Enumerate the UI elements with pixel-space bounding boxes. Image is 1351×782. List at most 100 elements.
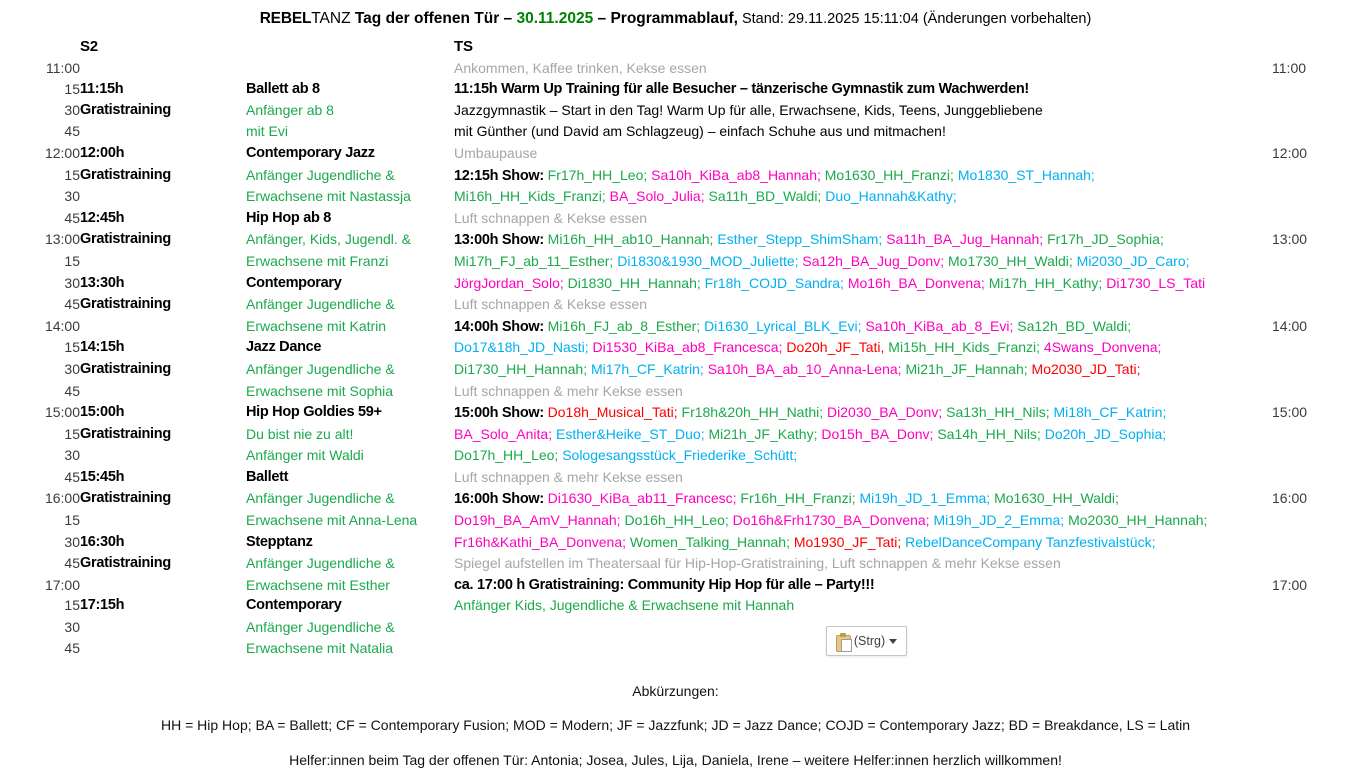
header-time-right bbox=[1272, 37, 1331, 58]
s2-kind bbox=[80, 316, 246, 338]
show-entry: Do17&18h_JD_Nasti; bbox=[454, 339, 589, 356]
time-label-left: 16:00 bbox=[44, 490, 80, 507]
s2-kind bbox=[80, 381, 246, 403]
page-title: REBELTANZ Tag der offenen Tür – 30.11.20… bbox=[0, 0, 1351, 28]
time-label-right bbox=[1272, 445, 1331, 467]
paste-options-button[interactable]: (Strg) bbox=[826, 626, 907, 656]
table-row: 30 Erwachsene mit Nastassja Mi16h_HH_Kid… bbox=[20, 186, 1331, 208]
footer-helpers: Helfer:innen beim Tag der offenen Tür: A… bbox=[289, 752, 1062, 768]
ts-cell: Luft schnappen & mehr Kekse essen bbox=[454, 381, 1272, 403]
show-entry: Do15h_BA_Donv; bbox=[817, 425, 934, 442]
show-entry: Mo16h_BA_Donvena; bbox=[843, 274, 985, 291]
title-stand: Stand: 29.11.2025 15:11:04 (Änderungen v… bbox=[737, 11, 1092, 27]
time-label-left: 45 bbox=[64, 468, 80, 485]
s2-course-sub2: Erwachsene mit Nastassja bbox=[246, 188, 411, 205]
ts-final-headline: ca. 17:00 h Gratistraining: Community Hi… bbox=[454, 576, 875, 593]
time-label-right bbox=[1272, 617, 1331, 638]
s2-course-title: Hip Hop ab 8 bbox=[246, 209, 332, 226]
time-label-left: 15 bbox=[64, 166, 80, 183]
show-entry: Do20h_JF_Tati, bbox=[782, 339, 885, 356]
show-line: Mi17h_FJ_ab_11_Esther; Di1830&1930_MOD_J… bbox=[454, 253, 1189, 269]
ts-show-cell: 12:15h Show: Fr17h_HH_Leo; Sa10h_KiBa_ab… bbox=[454, 165, 1272, 187]
show-entry: Mo1730_HH_Waldi; bbox=[944, 252, 1073, 269]
time-label-right: 16:00 bbox=[1272, 490, 1308, 507]
time-label-left: 15 bbox=[64, 597, 80, 614]
ts-cell: Luft schnappen & Kekse essen bbox=[454, 294, 1272, 316]
time-label-left: 15:00 bbox=[44, 404, 80, 421]
ts-show-cell: Do17h_HH_Leo; Sologesangsstück_Friederik… bbox=[454, 445, 1272, 467]
title-main2: – Programmablauf, bbox=[593, 10, 738, 27]
show-entry: Mi16h_FJ_ab_8_Esther; bbox=[547, 317, 701, 334]
ts-show-cell: BA_Solo_Anita; Esther&Heike_ST_Duo; Mi21… bbox=[454, 424, 1272, 446]
time-label-right bbox=[1272, 638, 1331, 659]
show-entry: Do16h_HH_Leo; bbox=[620, 512, 729, 529]
show-entry: 4Swans_Donvena; bbox=[1040, 339, 1162, 356]
time-label-right bbox=[1272, 510, 1331, 532]
ts-cell: mit Günther (und David am Schlagzeug) – … bbox=[454, 121, 1272, 143]
ts-show-cell: Do17&18h_JD_Nasti; Di1530_KiBa_ab8_Franc… bbox=[454, 337, 1272, 359]
s2-kind: Gratistraining bbox=[80, 555, 171, 572]
s2-course-sub1: Anfänger Jugendliche & bbox=[246, 360, 395, 377]
s2-time: 15:45h bbox=[80, 468, 125, 485]
table-row: 15 Gratistraining Du bist nie zu alt! BA… bbox=[20, 424, 1331, 446]
ts-warmup-line3: mit Günther (und David am Schlagzeug) – … bbox=[454, 123, 946, 140]
time-label-right bbox=[1272, 100, 1331, 122]
show-entry: Mi19h_JD_2_Emma; bbox=[929, 512, 1065, 529]
header-time-left bbox=[20, 37, 80, 58]
show-entry: Sa10h_KiBa_ab_8_Evi; bbox=[861, 317, 1014, 334]
time-label-left: 45 bbox=[64, 555, 80, 572]
show-entry: Mi17h_HH_Kathy; bbox=[984, 274, 1103, 291]
table-row: 12:00 12:00h Contemporary Jazz Umbaupaus… bbox=[20, 143, 1331, 165]
ts-show-cell: JörgJordan_Solo; Di1830_HH_Hannah; Fr18h… bbox=[454, 273, 1272, 295]
header-col-ts: TS bbox=[454, 38, 473, 55]
s2-kind bbox=[80, 445, 246, 467]
chevron-down-icon[interactable] bbox=[889, 638, 898, 644]
show-label: 13:00h Show: bbox=[454, 232, 544, 249]
s2-time: 13:30h bbox=[80, 274, 125, 291]
table-row: 30 Gratistraining Anfänger ab 8 Jazzgymn… bbox=[20, 100, 1331, 122]
show-entry: Mo2030_JD_Tati; bbox=[1027, 360, 1141, 377]
s2-course-sub1: Anfänger, Kids, Jugendl. & bbox=[246, 231, 411, 248]
ts-warmup-headline: 11:15h Warm Up Training für alle Besuche… bbox=[454, 81, 1029, 98]
ts-show-cell: 16:00h Show: Di1630_KiBa_ab11_Francesc; … bbox=[454, 488, 1272, 510]
table-row: 15:00 15:00h Hip Hop Goldies 59+ 15:00h … bbox=[20, 402, 1331, 424]
show-line: Fr17h_HH_Leo; Sa10h_KiBa_ab8_Hannah; Mo1… bbox=[548, 167, 1095, 183]
time-label-left: 15 bbox=[64, 339, 80, 356]
show-line: Do17&18h_JD_Nasti; Di1530_KiBa_ab8_Franc… bbox=[454, 339, 1161, 355]
table-row: 45 15:45h Ballett Luft schnappen & mehr … bbox=[20, 467, 1331, 489]
show-entry: Mo1630_HH_Franzi; bbox=[820, 166, 954, 183]
show-entry: Fr18h&20h_HH_Nathi; bbox=[677, 404, 824, 421]
ts-break-text: Luft schnappen & mehr Kekse essen bbox=[454, 382, 683, 399]
s2-kind bbox=[80, 638, 246, 659]
s2-time: 15:00h bbox=[80, 404, 125, 421]
show-entry: Fr16h_HH_Franzi; bbox=[736, 490, 856, 507]
show-entry: Sa10h_BA_ab_10_Anna-Lena; bbox=[703, 360, 902, 377]
s2-course-sub2: Anfänger mit Waldi bbox=[246, 447, 364, 464]
ts-show-cell: 14:00h Show: Mi16h_FJ_ab_8_Esther; Di163… bbox=[454, 316, 1272, 338]
s2-course-title: Ballett bbox=[246, 468, 289, 485]
clipboard-icon bbox=[835, 632, 852, 652]
s2-course-sub1: Anfänger Jugendliche & bbox=[246, 490, 395, 507]
table-row: 45 Gratistraining Anfänger Jugendliche &… bbox=[20, 553, 1331, 575]
time-label-left: 45 bbox=[64, 296, 80, 313]
footer-abbrev-title: Abkürzungen: bbox=[632, 683, 719, 699]
s2-kind: Gratistraining bbox=[80, 231, 171, 248]
ts-cell: Jazzgymnastik – Start in den Tag! Warm U… bbox=[454, 100, 1272, 122]
schedule-table: S2 TS 11:00 Ankommen, Kaffee trinken, Ke… bbox=[20, 37, 1331, 658]
ts-cell: ca. 17:00 h Gratistraining: Community Hi… bbox=[454, 575, 1272, 596]
show-entry: Mi17h_FJ_ab_11_Esther; bbox=[454, 252, 614, 269]
footer-abbrev-list: HH = Hip Hop; BA = Ballett; CF = Contemp… bbox=[160, 717, 1191, 733]
s2-course-sub2: Erwachsene mit Anna-Lena bbox=[246, 512, 418, 529]
s2-course-sub1: Anfänger Jugendliche & bbox=[246, 296, 395, 313]
time-label-right bbox=[1272, 273, 1331, 295]
show-entry: Mi15h_HH_Kids_Franzi; bbox=[884, 339, 1041, 356]
show-entry: Di1530_KiBa_ab8_Francesca; bbox=[588, 339, 783, 356]
show-label: 15:00h Show: bbox=[454, 405, 544, 422]
show-entry: BA_Solo_Anita; bbox=[454, 425, 553, 442]
table-row: 30 13:30h Contemporary JörgJordan_Solo; … bbox=[20, 273, 1331, 295]
table-row: 30 Anfänger Jugendliche & bbox=[20, 617, 1331, 638]
ts-cell: Anfänger Kids, Jugendliche & Erwachsene … bbox=[454, 595, 1272, 617]
ts-break-text: Umbaupause bbox=[454, 144, 538, 161]
show-entry: BA_Solo_Julia; bbox=[605, 188, 705, 205]
show-line: Mi16h_HH_Kids_Franzi; BA_Solo_Julia; Sa1… bbox=[454, 188, 957, 204]
